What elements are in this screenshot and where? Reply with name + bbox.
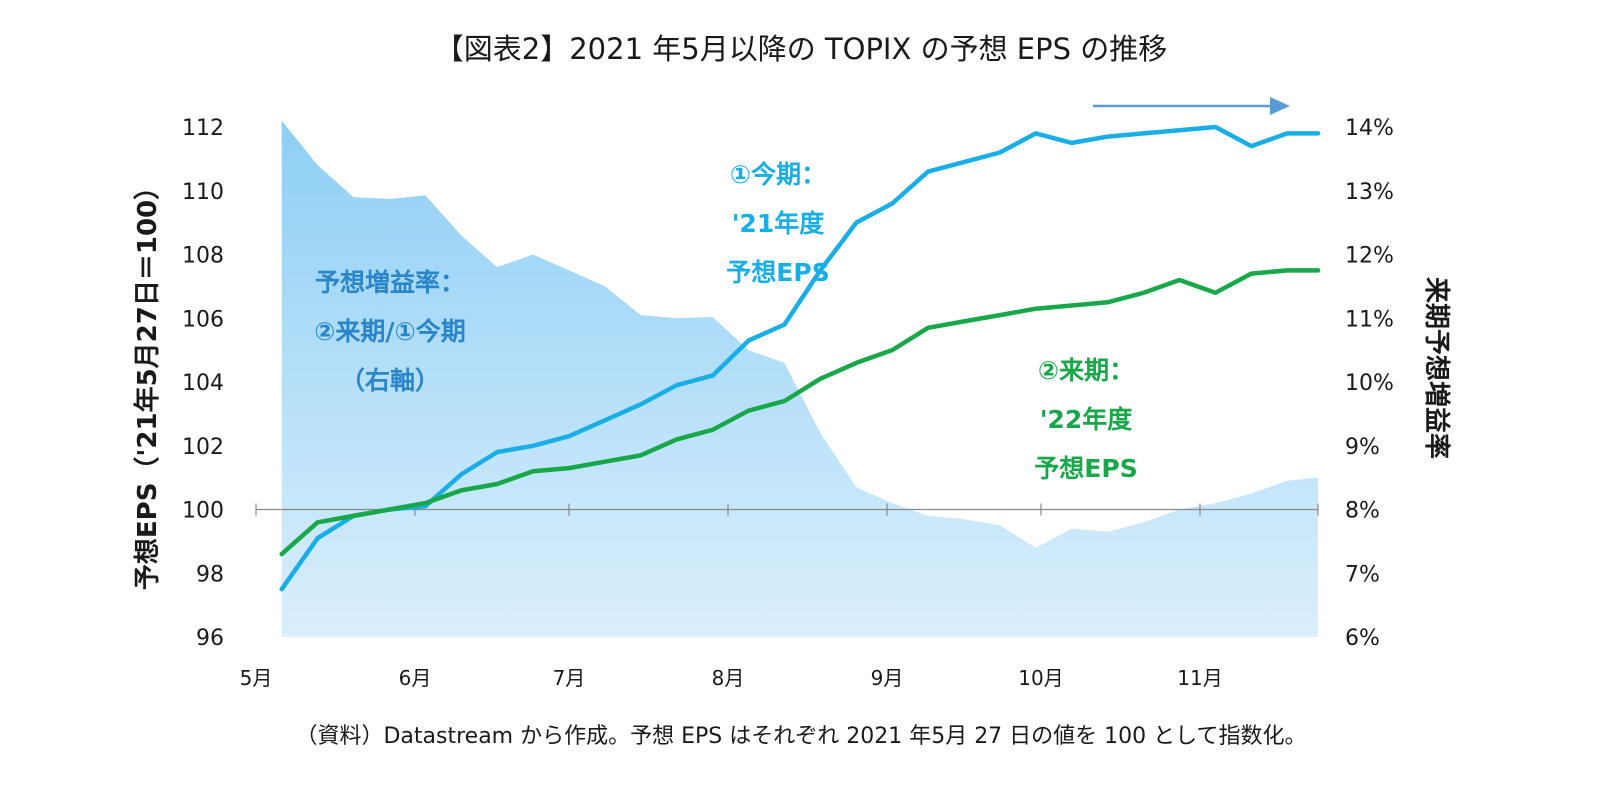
y-left-tick-label: 108: [182, 244, 224, 269]
current-eps-annotation: '21年度: [732, 209, 824, 238]
x-tick-label: 8月: [712, 666, 745, 690]
next-eps-annotation: '22年度: [1040, 405, 1132, 434]
axes-layer: 96 98 100 102 104 106 108 110 112 6% 7% 8% 9% 10% 11% 1…: [132, 116, 1452, 690]
y-right-tick-label: 13%: [1345, 180, 1394, 205]
y-right-axis-title: 来期予想増益率: [1421, 277, 1452, 459]
y-left-axis-title: 予想EPS（'21年5月27日＝100）: [132, 174, 163, 590]
y-left-tick-label: 104: [182, 371, 224, 396]
y-right-tick-label: 7%: [1345, 562, 1380, 587]
y-right-tick-label: 10%: [1345, 371, 1394, 396]
growth-area-layer: [281, 120, 1319, 638]
y-right-tick-label: 8%: [1345, 499, 1380, 524]
x-tick-label: 11月: [1177, 666, 1222, 690]
y-left-tick-label: 110: [182, 180, 224, 205]
next-eps-annotation: 予想EPS: [1034, 454, 1137, 483]
y-left-tick-label: 112: [182, 116, 224, 141]
x-tick-label: 10月: [1018, 666, 1063, 690]
growth-rate-annotation: ②来期/①今期: [314, 317, 465, 346]
y-left-tick-label: 98: [196, 562, 224, 587]
x-tick-label: 7月: [553, 666, 586, 690]
y-right-tick-label: 11%: [1345, 307, 1394, 332]
next-year-eps-line: [279, 268, 1321, 557]
y-left-tick-label: 96: [196, 626, 224, 651]
y-right-tick-label: 14%: [1345, 116, 1394, 141]
current-eps-annotation: ①今期：: [730, 160, 826, 189]
y-right-tick-label: 12%: [1345, 244, 1394, 269]
y-left-tick-label: 102: [182, 435, 224, 460]
next-eps-annotation: ②来期：: [1038, 356, 1134, 385]
current-eps-annotation: 予想EPS: [726, 258, 829, 287]
chart-title: 【図表2】2021 年5月以降の TOPIX の予想 EPS の推移: [434, 32, 1168, 66]
current-year-eps-line: [279, 124, 1321, 592]
growth-rate-area: [281, 120, 1319, 638]
y-left-tick-label: 106: [182, 307, 224, 332]
x-tick-label: 5月: [240, 666, 273, 690]
y-left-tick-label: 100: [182, 499, 224, 524]
source-note: （資料）Datastream から作成。予想 EPS はそれぞれ 2021 年5…: [295, 724, 1307, 749]
growth-rate-annotation: （右軸）: [340, 366, 440, 395]
eps-lines-layer: [279, 124, 1321, 592]
y-right-tick-label: 9%: [1345, 435, 1380, 460]
growth-rate-annotation: 予想増益率：: [315, 268, 465, 297]
y-right-tick-label: 6%: [1345, 626, 1380, 651]
x-tick-label: 9月: [871, 666, 904, 690]
x-tick-label: 6月: [399, 666, 432, 690]
trend-arrow-head: [1270, 97, 1290, 115]
